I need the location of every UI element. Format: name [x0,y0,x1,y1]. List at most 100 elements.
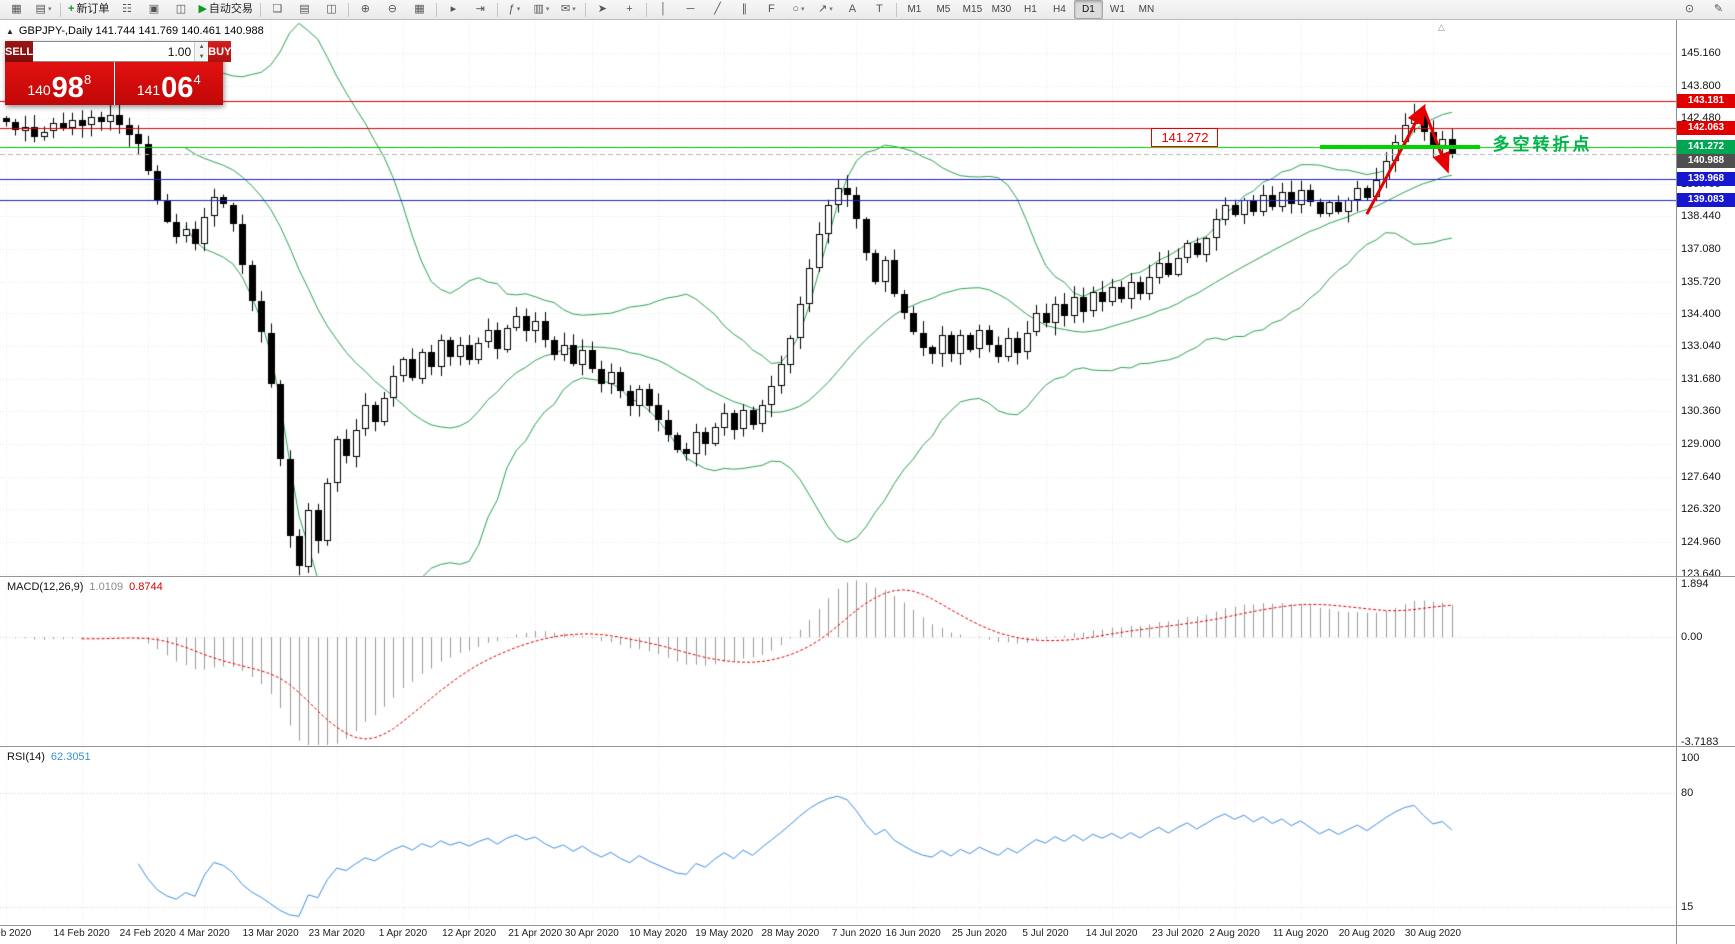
equidistant-channel-icon: ∥ [741,3,748,15]
macd-signal-value: 0.8744 [129,581,163,593]
text-button[interactable]: A [839,0,866,19]
tile-vertically-icon: ◫ [326,3,337,15]
date-label: 16 Jun 2020 [885,928,941,939]
one-click-trading-panel: SELL ▲ ▼ BUY 140 98 8 141 06 4 [5,41,232,105]
new-chart-button[interactable]: ▦ [3,0,30,19]
terminal-button[interactable]: ◫ [167,0,194,19]
sell-button[interactable]: SELL [5,41,34,62]
date-label: 11 Aug 2020 [1272,928,1329,939]
profiles-button[interactable]: ▤ ▾ [30,0,57,19]
crosshair-button[interactable]: + [616,0,643,19]
tile-horizontally-button[interactable]: ▤ [291,0,318,19]
timeframe-m15-button[interactable]: M15 [962,3,983,15]
timeframe-h4-button[interactable]: H4 [1053,3,1066,15]
zoom-in-button[interactable]: ⊕ [352,0,379,19]
caret-down-icon: ▾ [545,6,550,13]
zoom-out-button[interactable]: ⊖ [379,0,406,19]
vertical-line-icon: │ [659,3,667,15]
date-label: 12 Apr 2020 [442,928,497,939]
date-label: 10 May 2020 [629,928,687,939]
new-order-label: 新订单 [76,3,110,15]
price-chart-canvas[interactable] [0,0,1676,944]
date-label: 21 Apr 2020 [508,928,563,939]
cursor-icon: ➤ [597,3,608,15]
price-tag: 140.988 [1677,154,1735,169]
date-label: 23 Jul 2020 [1151,928,1204,939]
cascade-windows-button[interactable]: ❏ [264,0,291,19]
auto-scroll-button[interactable]: ▸ [440,0,467,19]
main-toolbar: ▦ ▤ ▾ + 新订单 ☷ ▣ ◫ ▶ 自动交易 ❏ ▤ ◫ ⊕ ⊖ ▦ ▸ ⇥ ƒ ▾ ▥ ▾ ✉ ▾ ➤ + │ ─ ╱ ∥ F ○ ▾ ↗ ▾… [0,0,1735,20]
chart-shift-marker[interactable]: △ [1437,22,1445,32]
timeframe-h1-button[interactable]: H1 [1024,3,1037,15]
volume-up-icon[interactable]: ▲ [198,44,205,50]
timeframe-m30-button[interactable]: M30 [991,3,1012,15]
tile-vertically-button[interactable]: ◫ [318,0,345,19]
search-button[interactable]: ⊙ [1676,0,1703,19]
price-axis-label: 123.640 [1681,568,1721,580]
trendline-button[interactable]: ╱ [704,0,731,19]
templates-icon: ✉ [561,3,571,15]
timeframe-m5-button[interactable]: M5 [936,3,951,15]
price-tag: 139.968 [1677,171,1735,186]
buy-price-button[interactable]: 141 06 4 [114,62,223,105]
volume-box: ▲ ▼ [33,41,209,62]
one-click-collapse-icon[interactable]: ▲ [6,26,14,36]
date-label: 13 Mar 2020 [242,928,299,939]
price-level-callout[interactable]: 141.272 [1151,128,1219,148]
vertical-line-button[interactable]: │ [650,0,677,19]
timeframe-d1-button[interactable]: D1 [1073,0,1103,19]
fibonacci-retracement-button[interactable]: F [758,0,785,19]
date-label: 23 Mar 2020 [308,928,365,939]
price-axis-label: 124.960 [1681,536,1721,549]
horizontal-line-button[interactable]: ─ [677,0,704,19]
periods-icon: ▥ [533,3,544,15]
sell-price-point: 8 [83,72,92,87]
date-label: 4 Mar 2020 [179,928,230,939]
timeframe-w1-button[interactable]: W1 [1109,3,1125,15]
tile-horizontally-icon: ▤ [299,3,310,15]
turning-point-label[interactable]: 多空转折点 [1492,134,1593,154]
price-axis[interactable]: 145.160143.800142.480141.120139.760138.4… [1676,20,1735,944]
buy-button[interactable]: BUY [208,41,232,62]
crosshair-icon: + [626,3,633,15]
macd-indicator-label: MACD(12,26,9) 1.0109 0.8744 [7,581,163,593]
quick-edit-icon: ✎ [1713,3,1724,15]
chart-shift-button[interactable]: ⇥ [467,0,494,19]
volume-down-icon[interactable]: ▼ [198,54,205,60]
macd-scale-label: 1.894 [1681,578,1709,590]
navigator-button[interactable]: ▣ [140,0,167,19]
tile-windows-icon: ▦ [414,3,425,15]
text-label-button[interactable]: T [866,0,893,19]
cursor-button[interactable]: ➤ [589,0,616,19]
caret-down-icon: ▾ [829,6,833,13]
toolbar-separator [584,2,586,17]
arrows-button[interactable]: ↗ ▾ [812,0,839,19]
quick-edit-button[interactable]: ✎ [1705,0,1732,19]
text-label-icon: T [876,3,883,15]
templates-button[interactable]: ✉ ▾ [555,0,582,19]
autotrading-button[interactable]: ▶ 自动交易 [194,0,256,19]
arrows-icon: ↗ [818,3,828,15]
symbol-ohlc-text: GBPJPY-,Daily 141.744 141.769 140.461 14… [18,25,264,37]
new-order-icon: + [68,3,75,15]
periods-button[interactable]: ▥ ▾ [528,0,555,19]
timeframe-mn-button[interactable]: MN [1138,3,1155,15]
panel-separator[interactable] [0,576,1735,577]
price-axis-label: 130.360 [1681,405,1721,418]
timeframe-m1-button[interactable]: M1 [907,3,922,15]
volume-input[interactable] [33,42,195,61]
shapes-button[interactable]: ○ ▾ [785,0,812,19]
date-label: 14 Jul 2020 [1085,928,1138,939]
rsi-scale-label: 100 [1681,752,1700,764]
date-label: 24 Feb 2020 [119,928,176,939]
sell-price-button[interactable]: 140 98 8 [5,62,114,105]
market-watch-button[interactable]: ☷ [113,0,140,19]
sell-price-pips: 98 [51,72,84,104]
new-order-button[interactable]: + 新订单 [64,0,113,19]
tile-windows-button[interactable]: ▦ [406,0,433,19]
equidistant-channel-button[interactable]: ∥ [731,0,758,19]
support-highlight-line[interactable] [1319,145,1481,150]
indicators-button[interactable]: ƒ ▾ [501,0,528,19]
panel-separator[interactable] [0,746,1735,747]
